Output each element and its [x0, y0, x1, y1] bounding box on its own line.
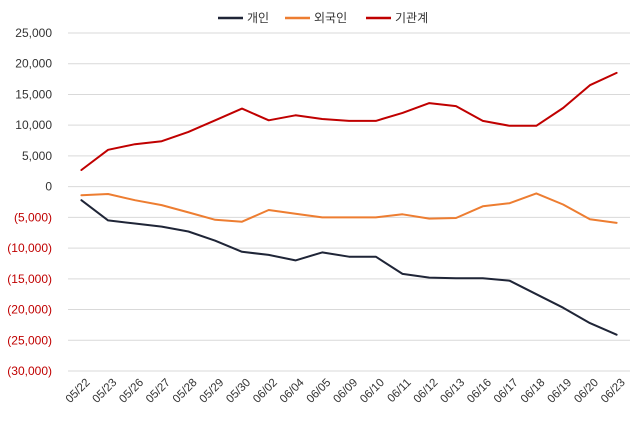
series-line-2: [80, 192, 618, 224]
x-tick-label: 05/28: [171, 377, 200, 406]
x-tick-label: 06/09: [331, 377, 360, 406]
x-tick-label: 05/27: [144, 377, 173, 406]
x-tick-label: 05/30: [224, 377, 253, 406]
y-tick-label: 20,000: [15, 57, 52, 71]
y-tick-label: (10,000): [7, 241, 52, 255]
grid-lines: [68, 32, 630, 372]
x-tick-label: 06/10: [358, 377, 387, 406]
x-tick-label: 06/17: [492, 377, 521, 406]
y-tick-label: (25,000): [7, 333, 52, 347]
legend-label: 개인: [247, 11, 269, 25]
x-tick-label: 06/13: [438, 377, 467, 406]
x-tick-label: 06/02: [251, 377, 280, 406]
y-tick-label: 25,000: [15, 26, 52, 40]
y-axis-tick-labels: 25,000 20,000 15,000 10,000 5,000 0 (5,000) (10…: [7, 26, 52, 378]
series-line-3: [80, 71, 618, 171]
legend-label: 기관계: [395, 11, 428, 25]
y-tick-label: 5,000: [22, 149, 52, 163]
x-tick-label: 06/19: [545, 377, 574, 406]
x-tick-label: 05/29: [198, 377, 227, 406]
x-tick-label: 05/26: [117, 377, 146, 406]
y-tick-label: (20,000): [7, 303, 52, 317]
x-tick-label: 06/05: [305, 377, 334, 406]
x-tick-label: 06/16: [465, 377, 494, 406]
legend: 개인 외국인 기관계: [218, 11, 428, 25]
x-tick-label: 05/23: [91, 377, 120, 406]
y-tick-label: 15,000: [15, 87, 52, 101]
y-tick-label: 0: [45, 180, 52, 194]
x-tick-label: 06/20: [572, 377, 601, 406]
x-tick-label: 06/12: [412, 377, 441, 406]
x-tick-label: 06/18: [519, 377, 548, 406]
y-tick-label: (5,000): [14, 210, 52, 224]
y-tick-label: (15,000): [7, 272, 52, 286]
x-tick-label: 05/22: [64, 377, 93, 406]
series-lines: [80, 71, 618, 336]
y-tick-label: 10,000: [15, 118, 52, 132]
y-tick-label: (30,000): [7, 364, 52, 378]
x-axis-tick-labels: 05/2205/2305/2605/2705/2805/2905/3006/02…: [64, 376, 628, 405]
legend-label: 외국인: [314, 11, 347, 25]
x-tick-label: 06/04: [278, 376, 307, 405]
x-tick-label: 06/11: [385, 377, 413, 405]
x-tick-label: 06/23: [599, 377, 628, 406]
series-line-1: [80, 199, 618, 336]
